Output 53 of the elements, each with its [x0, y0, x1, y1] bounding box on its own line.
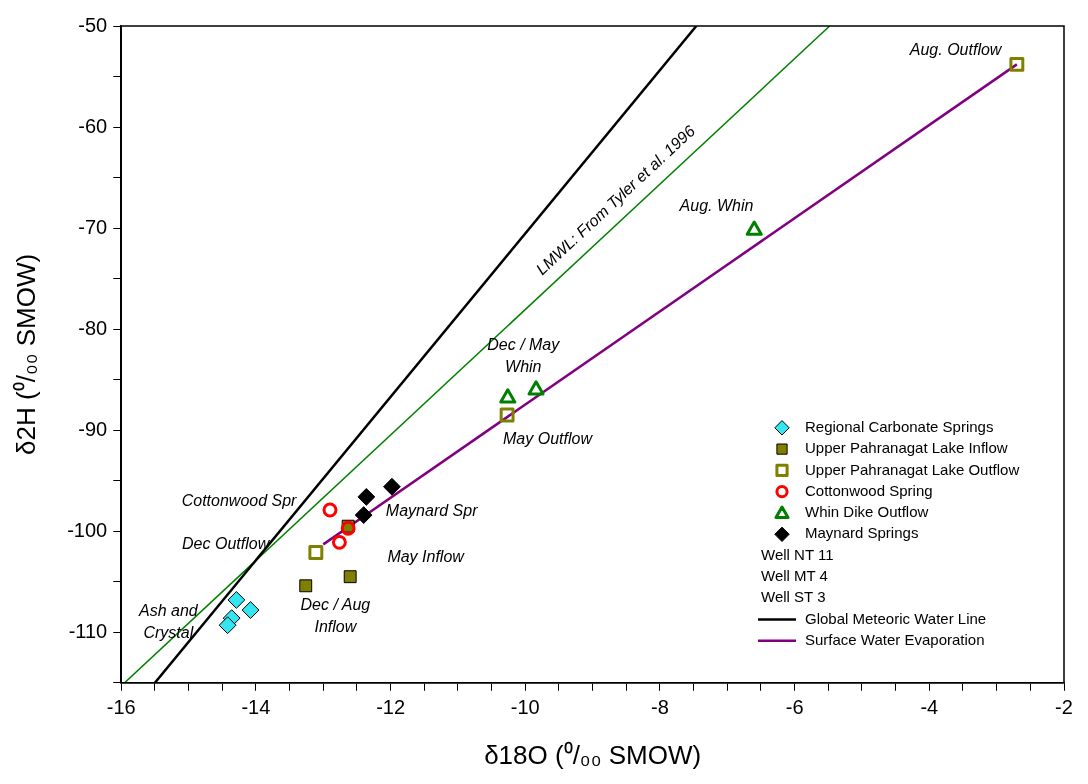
y-tick-label: -50: [78, 13, 108, 36]
point: [218, 616, 237, 635]
x-tick-label: -6: [785, 696, 804, 719]
point: [1009, 56, 1025, 72]
annotation: Well NT 11: [761, 545, 834, 563]
y-tick-label: -110: [68, 619, 108, 642]
legend-label: Upper Pahranagat Lake Inflow: [805, 439, 1008, 457]
point: [227, 591, 246, 609]
point: [322, 502, 338, 518]
x-tick-label: -8: [651, 696, 669, 719]
annotation: Cottonwood Spr: [181, 492, 298, 510]
point: [354, 506, 373, 524]
point: [499, 388, 517, 404]
annotation: May Inflow: [387, 547, 466, 565]
point: [241, 601, 260, 619]
annotation: May Outflow: [503, 429, 594, 447]
annotation: Well MT 4: [761, 567, 828, 585]
x-tick-label: -2: [1055, 696, 1073, 719]
point: [331, 534, 347, 550]
point: [299, 579, 313, 593]
annotation: Dec / Aug Inflow: [300, 595, 371, 635]
x-tick-label: -10: [510, 696, 540, 719]
y-tick-label: -60: [78, 114, 108, 137]
legend-label: Regional Carbonate Springs: [805, 417, 994, 435]
legend-label: Cottonwood Spring: [805, 481, 933, 499]
y-tick-label: -70: [78, 215, 108, 238]
annotation: Aug. Whin: [678, 197, 754, 215]
annotation: Dec Outflow: [182, 534, 271, 552]
point: [499, 407, 515, 423]
legend-label: Whin Dike Outflow: [805, 503, 929, 521]
annotation: Aug. Outflow: [908, 40, 1003, 58]
annotation: Dec / May Whin: [487, 335, 561, 375]
y-axis-title: δ2H (⁰/₀₀ SMOW): [10, 253, 41, 455]
legend-label: Global Meteoric Water Line: [805, 609, 987, 627]
x-tick-label: -14: [241, 696, 271, 719]
legend-label: Surface Water Evaporation: [805, 630, 985, 648]
point: [343, 570, 357, 584]
point: [527, 380, 545, 396]
legend-label: Upper Pahranagat Lake Outflow: [805, 460, 1020, 478]
x-tick-label: -4: [920, 696, 939, 719]
annotation: Maynard Spr: [385, 502, 479, 520]
x-tick-label: -16: [106, 696, 136, 719]
point: [357, 487, 376, 506]
point: [745, 220, 763, 236]
point: [383, 477, 401, 496]
x-axis-title: δ18O (⁰/₀₀ SMOW): [484, 739, 702, 770]
y-tick-label: -90: [78, 417, 108, 440]
annotation: Well ST 3: [761, 588, 826, 606]
y-tick-label: -80: [78, 316, 108, 339]
y-tick-label: -100: [67, 518, 108, 541]
point: [308, 545, 324, 560]
legend-label: Maynard Springs: [805, 524, 919, 542]
x-tick-label: -12: [376, 696, 406, 719]
